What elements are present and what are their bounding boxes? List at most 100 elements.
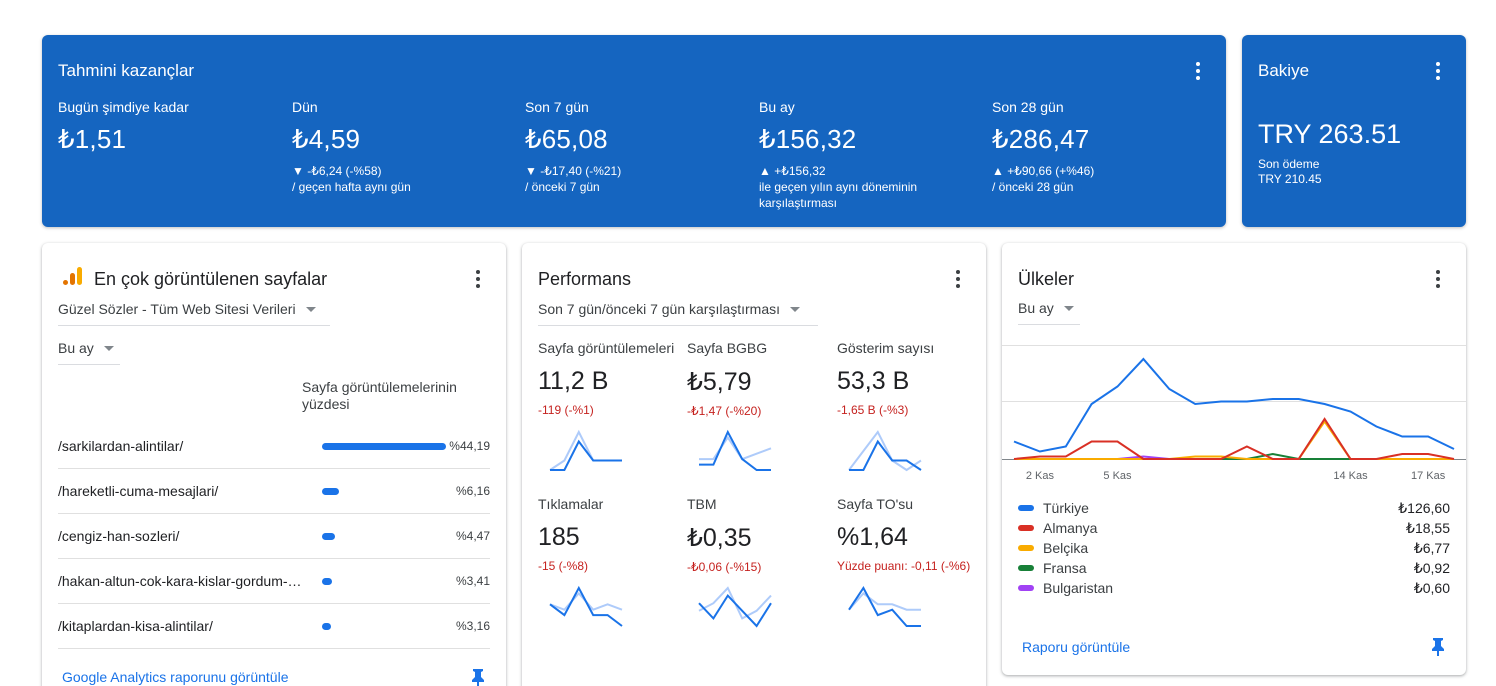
page-path[interactable]: /sarkilardan-alintilar/ <box>58 438 184 454</box>
property-dropdown-label: Güzel Sözler - Tüm Web Sitesi Verileri <box>58 301 296 317</box>
sparkline-current-line <box>550 439 622 471</box>
metric-label: Sayfa görüntülemeleri <box>538 340 675 356</box>
earnings-label: Son 7 gün <box>525 99 589 115</box>
page-path[interactable]: /hareketli-cuma-mesajlari/ <box>58 483 219 499</box>
table-row[interactable]: /cengiz-han-sozleri/ %4,47 <box>58 514 490 559</box>
metric-label: Tıklamalar <box>538 496 604 512</box>
metric-value: ₺5,79 <box>687 368 752 396</box>
legend-country-name: Fransa <box>1043 560 1087 576</box>
share-bar <box>322 488 339 495</box>
view-report-link[interactable]: Raporu görüntüle <box>1022 639 1131 655</box>
table-row[interactable]: /kitaplardan-kisa-alintilar/ %3,16 <box>58 604 490 649</box>
metric-label: TBM <box>687 496 717 512</box>
legend-item[interactable]: Bulgaristan ₺0,60 <box>1018 578 1450 598</box>
earnings-this-month[interactable]: Bu ay ₺156,32 ▲ +₺156,32 ile geçen yılın… <box>759 99 959 211</box>
metric-tile[interactable]: Sayfa görüntülemeleri 11,2 B -119 (-%1) <box>538 340 678 417</box>
legend-swatch <box>1018 545 1034 551</box>
series-line <box>1013 357 1455 453</box>
table-row[interactable]: /sarkilardan-alintilar/ %44,19 <box>58 424 490 469</box>
pin-icon[interactable] <box>470 668 486 686</box>
table-row[interactable]: /hareketli-cuma-mesajlari/ %6,16 <box>58 469 490 514</box>
share-bar-track <box>322 514 335 559</box>
metric-value: 53,3 B <box>837 367 910 395</box>
earnings-value: ₺65,08 <box>525 124 608 154</box>
earnings-change-amount: ▲ +₺90,66 (+%46) <box>992 164 1095 178</box>
performance-more-icon[interactable] <box>946 267 970 291</box>
earnings-value: ₺286,47 <box>992 124 1090 154</box>
share-bar <box>322 533 335 540</box>
metric-label: Sayfa BGBG <box>687 340 768 356</box>
earnings-title: Tahmini kazançlar <box>58 61 195 80</box>
earnings-card: Tahmini kazançlar Bugün şimdiye kadar ₺1… <box>42 35 1226 227</box>
pin-icon[interactable] <box>1430 637 1446 657</box>
earnings-label: Bugün şimdiye kadar <box>58 99 189 115</box>
top-pages-more-icon[interactable] <box>466 267 490 291</box>
countries-title: Ülkeler <box>1018 269 1075 289</box>
metric-sparkline <box>848 430 922 472</box>
metric-tile[interactable]: Sayfa TO'su %1,64 Yüzde puanı: -0,11 (-%6) <box>837 496 977 573</box>
balance-more-icon[interactable] <box>1426 59 1450 83</box>
earnings-today[interactable]: Bugün şimdiye kadar ₺1,51 <box>58 99 278 155</box>
x-tick-label: 5 Kas <box>1103 470 1132 482</box>
chevron-down-icon <box>103 345 114 351</box>
legend-country-value: ₺126,60 <box>1398 499 1450 516</box>
table-row[interactable]: /hakan-altun-cok-kara-kislar-gordum-sozl… <box>58 559 490 604</box>
sparkline-current-line <box>549 585 623 627</box>
share-percent: %6,16 <box>455 484 490 498</box>
property-dropdown[interactable]: Güzel Sözler - Tüm Web Sitesi Verileri <box>58 301 330 326</box>
legend-country-value: ₺18,55 <box>1406 519 1450 536</box>
legend-item[interactable]: Belçika ₺6,77 <box>1018 538 1450 558</box>
performance-title: Performans <box>538 269 632 289</box>
analytics-report-link[interactable]: Google Analytics raporunu görüntüle <box>62 669 289 685</box>
pageviews-share-header: Sayfa görüntülemelerinin yüzdesi <box>302 379 457 412</box>
metric-tile[interactable]: Tıklamalar 185 -15 (-%8) <box>538 496 678 573</box>
metric-change: Yüzde puanı: -0,11 (-%6) <box>837 559 971 573</box>
metric-value: 11,2 B <box>538 367 609 395</box>
top-pages-card: En çok görüntülenen sayfalar Güzel Sözle… <box>42 243 506 686</box>
share-bar <box>322 623 331 630</box>
balance-title: Bakiye <box>1258 61 1310 80</box>
sparkline-current-line <box>848 586 921 627</box>
legend-item[interactable]: Almanya ₺18,55 <box>1018 518 1450 538</box>
earnings-last-28-days[interactable]: Son 28 gün ₺286,47 ▲ +₺90,66 (+%46) / ön… <box>992 99 1212 195</box>
performance-card: Performans Son 7 gün/önceki 7 gün karşıl… <box>522 243 986 686</box>
earnings-label: Dün <box>292 99 318 115</box>
countries-more-icon[interactable] <box>1426 267 1450 291</box>
comparison-dropdown-label: Son 7 gün/önceki 7 gün karşılaştırması <box>538 301 781 317</box>
share-bar <box>322 578 332 585</box>
share-percent: %4,47 <box>455 529 490 543</box>
share-bar-track <box>322 424 446 469</box>
x-tick-label: 2 Kas <box>1026 470 1055 482</box>
earnings-change: ▲ +₺90,66 (+%46) / önceki 28 gün <box>992 163 1212 195</box>
share-bar-track <box>322 559 332 604</box>
countries-period-dropdown[interactable]: Bu ay <box>1018 300 1080 325</box>
page-path[interactable]: /hakan-altun-cok-kara-kislar-gordum-sozl… <box>58 573 308 589</box>
balance-card[interactable]: Bakiye TRY 263.51 Son ödeme TRY 210.45 <box>1242 35 1466 227</box>
metric-change: -1,65 B (-%3) <box>837 403 909 417</box>
last-payment-value: TRY 210.45 <box>1258 172 1322 186</box>
sparkline-previous-line <box>699 435 772 461</box>
share-bar <box>322 443 446 450</box>
earnings-change-amount: ▼ -₺6,24 (-%58) <box>292 164 382 178</box>
metric-tile[interactable]: TBM ₺0,35 -₺0,06 (-%15) <box>687 496 827 574</box>
legend-country-name: Türkiye <box>1043 500 1089 516</box>
comparison-dropdown[interactable]: Son 7 gün/önceki 7 gün karşılaştırması <box>538 301 818 326</box>
earnings-last-7-days[interactable]: Son 7 gün ₺65,08 ▼ -₺17,40 (-%21) / önce… <box>525 99 745 195</box>
metric-sparkline <box>848 586 921 627</box>
x-tick-label: 14 Kas <box>1333 470 1368 482</box>
earnings-yesterday[interactable]: Dün ₺4,59 ▼ -₺6,24 (-%58) / geçen hafta … <box>292 99 512 195</box>
page-path[interactable]: /kitaplardan-kisa-alintilar/ <box>58 618 213 634</box>
earnings-more-icon[interactable] <box>1186 59 1210 83</box>
analytics-logo-icon <box>62 266 86 286</box>
countries-period-label: Bu ay <box>1018 300 1054 316</box>
share-percent: %44,19 <box>449 439 490 453</box>
page-path[interactable]: /cengiz-han-sozleri/ <box>58 528 180 544</box>
sparkline-current-line <box>849 439 922 471</box>
metric-tile[interactable]: Sayfa BGBG ₺5,79 -₺1,47 (-%20) <box>687 340 827 418</box>
metric-tile[interactable]: Gösterim sayısı 53,3 B -1,65 B (-%3) <box>837 340 977 417</box>
period-dropdown[interactable]: Bu ay <box>58 340 120 365</box>
x-tick-label: 17 Kas <box>1411 470 1446 482</box>
legend-item[interactable]: Fransa ₺0,92 <box>1018 558 1450 578</box>
metric-label: Gösterim sayısı <box>837 340 935 356</box>
legend-item[interactable]: Türkiye ₺126,60 <box>1018 498 1450 518</box>
